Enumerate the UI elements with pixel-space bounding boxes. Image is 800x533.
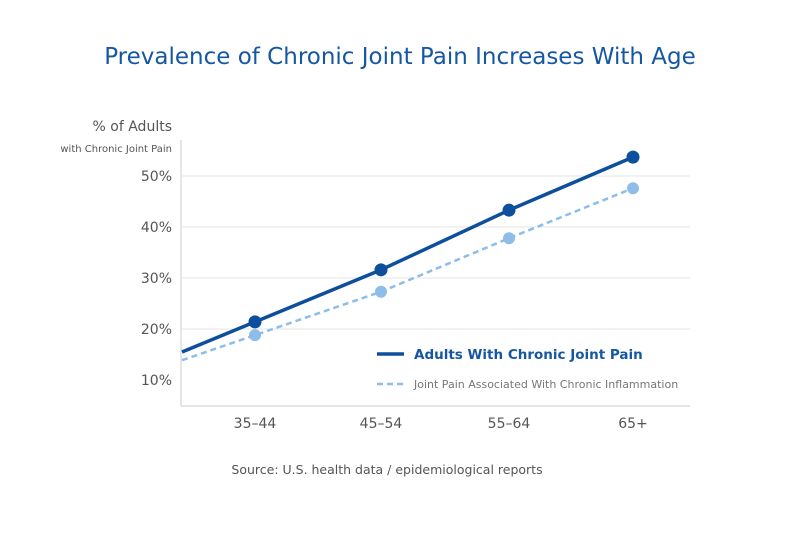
legend-label: Joint Pain Associated With Chronic Infla… xyxy=(413,378,678,391)
y-tick-label: 20% xyxy=(141,322,172,338)
x-tick-label: 45–54 xyxy=(360,416,403,432)
x-tick-label: 55–64 xyxy=(488,416,531,432)
legend-label: Adults With Chronic Joint Pain xyxy=(414,347,643,363)
data-point xyxy=(503,232,515,245)
data-point xyxy=(627,182,639,195)
y-axis-label: % of Adults xyxy=(92,119,172,135)
data-point xyxy=(248,315,262,329)
y-tick-label: 10% xyxy=(141,373,172,389)
x-tick-label: 65+ xyxy=(618,416,648,432)
y-tick-label: 50% xyxy=(141,169,172,185)
data-point xyxy=(626,150,640,164)
chart-title: Prevalence of Chronic Joint Pain Increas… xyxy=(104,44,696,70)
y-tick-label: 30% xyxy=(141,271,172,287)
source-note: Source: U.S. health data / epidemiologic… xyxy=(231,462,543,477)
data-point xyxy=(375,285,387,298)
data-point xyxy=(249,329,261,342)
x-tick-label: 35–44 xyxy=(234,416,277,432)
data-point xyxy=(374,263,388,277)
y-tick-label: 40% xyxy=(141,220,172,236)
data-point xyxy=(502,203,516,217)
y-axis-sublabel: with Chronic Joint Pain xyxy=(60,144,172,155)
